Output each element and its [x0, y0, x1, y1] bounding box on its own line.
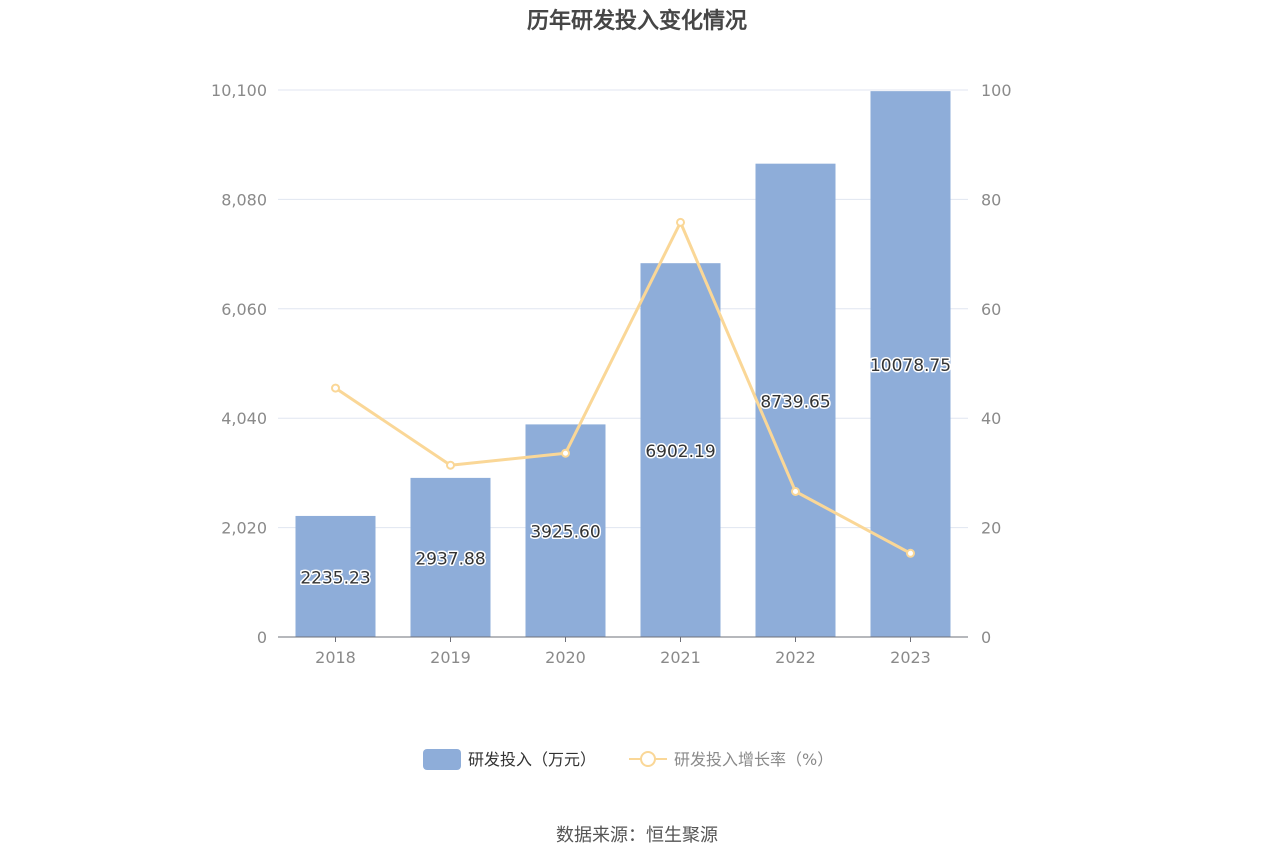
x-tick-label: 2018 — [315, 648, 356, 667]
right-tick-label: 0 — [981, 628, 991, 647]
bar-data-labels: 2235.23 2937.88 3925.60 6902.19 8739.65 10078… — [299, 355, 953, 590]
left-tick-label: 8,080 — [221, 190, 267, 209]
bar-value-label: 3925.60 — [530, 523, 600, 543]
growth-line — [334, 220, 912, 555]
left-tick-label: 4,040 — [221, 409, 267, 428]
bar — [640, 263, 721, 637]
x-tick-label: 2023 — [890, 648, 931, 667]
right-tick-label: 100 — [981, 81, 1012, 100]
grid-lines — [278, 89, 968, 529]
legend: 研发投入（万元） 研发投入增长率（%） — [423, 749, 833, 770]
x-tick-label: 2022 — [775, 648, 816, 667]
growth-point — [676, 217, 685, 227]
right-axis-ticks: 0 20 40 60 80 100 — [981, 81, 1012, 647]
bar-value-label: 8739.65 — [760, 392, 830, 412]
legend-item-bar[interactable]: 研发投入（万元） — [423, 749, 596, 770]
chart-title: 历年研发投入变化情况 — [527, 8, 747, 34]
left-tick-label: 0 — [257, 628, 267, 647]
bar-series — [295, 91, 951, 637]
right-tick-label: 40 — [981, 409, 1001, 428]
growth-point — [791, 486, 800, 496]
bar-value-label: 6902.19 — [645, 442, 715, 462]
growth-point — [561, 448, 570, 458]
bar-value-label: 2937.88 — [415, 549, 485, 569]
growth-point — [906, 548, 915, 558]
bar-value-label: 2235.23 — [300, 568, 370, 588]
bar — [525, 424, 606, 637]
bar — [755, 163, 836, 637]
bar-value-label: 10078.75 — [870, 356, 951, 376]
growth-point — [446, 460, 455, 470]
legend-item-line[interactable]: 研发投入增长率（%） — [629, 750, 833, 769]
source-note: 数据来源：恒生聚源 — [556, 825, 718, 846]
legend-line-marker — [640, 751, 656, 767]
growth-point — [331, 383, 340, 393]
bar — [295, 515, 376, 637]
bar — [410, 477, 491, 637]
left-tick-label: 10,100 — [211, 81, 267, 100]
legend-line-label: 研发投入增长率（%） — [674, 750, 833, 769]
legend-bar-label: 研发投入（万元） — [468, 750, 596, 769]
right-tick-label: 80 — [981, 190, 1001, 209]
x-tick-label: 2019 — [430, 648, 471, 667]
right-tick-label: 60 — [981, 300, 1001, 319]
line-series — [331, 217, 915, 558]
x-tick-label: 2021 — [660, 648, 701, 667]
legend-bar-swatch — [423, 749, 461, 770]
x-tick-label: 2020 — [545, 648, 586, 667]
left-tick-label: 6,060 — [221, 300, 267, 319]
bar — [870, 91, 951, 637]
x-axis-ticks: 2018 2019 2020 2021 2022 2023 — [315, 637, 931, 667]
right-tick-label: 20 — [981, 519, 1001, 538]
left-tick-label: 2,020 — [221, 519, 267, 538]
left-axis-ticks: 0 2,020 4,040 6,060 8,080 10,100 — [211, 81, 267, 647]
